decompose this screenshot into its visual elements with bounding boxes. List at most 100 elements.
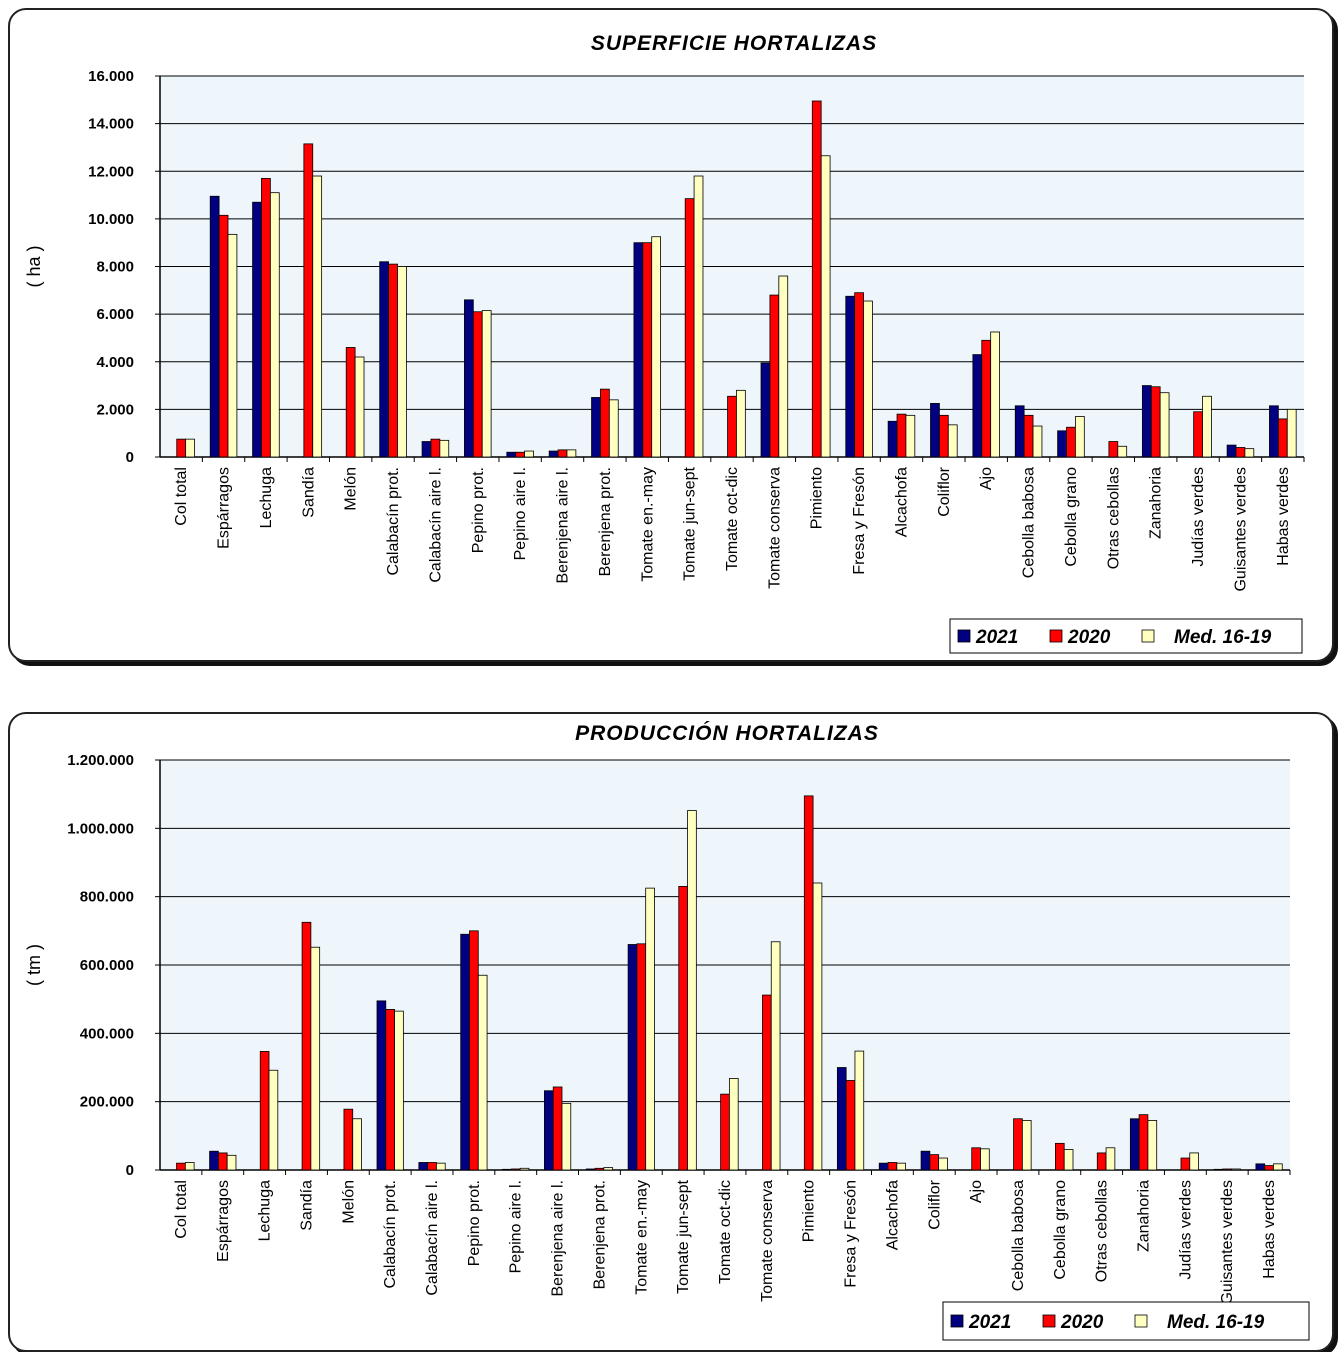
bar-med-16-19 — [184, 1162, 195, 1171]
bar-2021 — [421, 441, 432, 458]
bar-med-16-19 — [728, 1078, 739, 1171]
category-label: Otras cebollas — [1105, 467, 1122, 569]
bar-med-16-19 — [354, 356, 365, 458]
bar-2020 — [642, 242, 653, 458]
bar-2020 — [1013, 1118, 1023, 1171]
bar-med-16-19 — [312, 175, 323, 458]
chart-title: PRODUCCIÓN HORTALIZAS — [575, 721, 879, 745]
bar-med-16-19 — [651, 236, 662, 458]
bar-med-16-19 — [645, 887, 655, 1171]
bar-2020 — [427, 1162, 437, 1171]
y-axis-label: ( ha ) — [24, 245, 44, 287]
bar-med-16-19 — [1159, 392, 1170, 458]
category-label: Pepino aire l. — [508, 1180, 525, 1273]
bar-2020 — [388, 263, 398, 458]
bar-2020 — [1138, 1114, 1149, 1171]
bar-med-16-19 — [310, 946, 321, 1171]
bar-med-16-19 — [1147, 1120, 1158, 1171]
category-label: Berenjena prot. — [597, 467, 614, 576]
bar-2020 — [939, 414, 949, 458]
bar-2021 — [845, 295, 856, 458]
bar-2021 — [209, 195, 220, 458]
category-label: Col total — [173, 1180, 190, 1239]
legend-label: 2020 — [1060, 1312, 1104, 1333]
y-axis-label: ( tm ) — [24, 944, 44, 986]
bar-med-16-19 — [352, 1118, 362, 1171]
bar-2020 — [510, 1168, 521, 1171]
bar-2020 — [1096, 1152, 1107, 1171]
bar-med-16-19 — [477, 974, 488, 1171]
bar-2020 — [1055, 1142, 1065, 1171]
bar-2021 — [506, 451, 517, 458]
bar-2020 — [1193, 411, 1203, 458]
category-label: Cebolla grano — [1063, 467, 1080, 567]
category-label: Lechuga — [257, 1180, 274, 1241]
bar-2020 — [218, 214, 229, 458]
bar-med-16-19 — [394, 1010, 404, 1171]
bar-med-16-19 — [820, 155, 831, 458]
category-label: Alcachofa — [893, 467, 910, 537]
y-tick-label: 16.000 — [88, 68, 134, 85]
bar-med-16-19 — [1032, 425, 1043, 458]
bar-med-16-19 — [566, 449, 577, 458]
bar-2020 — [887, 1162, 898, 1171]
bar-2020 — [261, 177, 271, 458]
y-tick-label: 400.000 — [80, 1025, 134, 1042]
category-label: Tomate oct-dic — [724, 467, 741, 571]
bar-med-16-19 — [947, 424, 958, 458]
bar-2021 — [627, 944, 638, 1171]
bar-2021 — [1057, 430, 1067, 458]
category-label: Fresa y Fresón — [851, 467, 868, 575]
category-label: Pepino prot. — [466, 1180, 483, 1266]
bar-2021 — [887, 420, 898, 458]
category-label: Alcachofa — [884, 1180, 901, 1250]
bar-2020 — [803, 795, 814, 1171]
category-label: Pimiento — [809, 467, 826, 529]
category-label: Cebolla babosa — [1021, 467, 1038, 578]
bar-2021 — [836, 1067, 847, 1171]
bar-2021 — [585, 1168, 596, 1171]
legend-swatch — [1141, 629, 1155, 643]
y-tick-label: 6.000 — [96, 306, 134, 323]
bar-med-16-19 — [770, 941, 781, 1171]
y-tick-label: 12.000 — [88, 163, 134, 180]
bar-2021 — [633, 242, 644, 458]
category-label: Fresa y Fresón — [843, 1180, 860, 1288]
bar-2020 — [720, 1093, 730, 1171]
bar-med-16-19 — [481, 310, 492, 458]
legend-swatch — [957, 629, 971, 643]
legend-label: Med. 16-19 — [1167, 1312, 1265, 1333]
legend-swatch — [950, 1314, 964, 1328]
bar-med-16-19 — [1189, 1152, 1199, 1171]
category-label: Tomate jun-sept — [682, 466, 699, 580]
bar-2021 — [1129, 1118, 1140, 1171]
category-label: Guisantes verdes — [1232, 467, 1249, 592]
legend-label: Med. 16-19 — [1174, 627, 1272, 648]
bar-2020 — [762, 994, 772, 1171]
bar-2020 — [854, 292, 864, 458]
bar-med-16-19 — [905, 414, 916, 458]
category-label: Melón — [343, 467, 360, 511]
category-label: Tomate en.-may — [639, 467, 656, 582]
bar-med-16-19 — [1063, 1149, 1074, 1171]
category-label: Espárragos — [215, 1180, 232, 1262]
bar-med-16-19 — [1117, 445, 1128, 458]
bar-2020 — [1108, 441, 1119, 458]
bar-med-16-19 — [778, 275, 789, 458]
bar-med-16-19 — [608, 399, 619, 458]
bar-med-16-19 — [1231, 1168, 1241, 1171]
bar-2021 — [379, 261, 389, 458]
bar-med-16-19 — [561, 1102, 572, 1171]
category-label: Lechuga — [258, 467, 275, 528]
bar-med-16-19 — [268, 1069, 279, 1171]
bar-2021 — [209, 1150, 219, 1171]
legend-label: 2021 — [975, 627, 1018, 648]
y-tick-label: 8.000 — [96, 259, 134, 276]
legend-label: 2021 — [968, 1312, 1011, 1333]
bar-med-16-19 — [736, 389, 746, 458]
bar-2021 — [464, 299, 474, 458]
y-tick-label: 14.000 — [88, 116, 134, 133]
y-tick-label: 0 — [126, 1162, 134, 1179]
bar-2020 — [811, 100, 822, 458]
